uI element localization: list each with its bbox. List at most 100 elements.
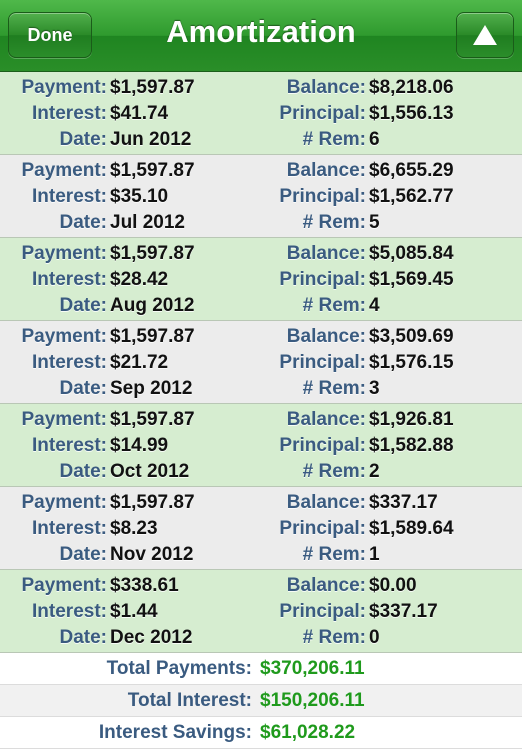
payment-value: $1,597.87 <box>110 243 195 264</box>
date-label: Date: <box>59 378 107 399</box>
balance-label: Balance: <box>286 326 366 347</box>
date-value: Dec 2012 <box>110 627 193 648</box>
payment-value: $338.61 <box>110 575 179 596</box>
balance-value: $3,509.69 <box>369 326 454 347</box>
total-row: Total Payments: $370,206.11 <box>0 653 522 685</box>
interest-value: $14.99 <box>110 435 169 456</box>
row-line: Date: Aug 2012 # Rem: 4 <box>0 293 522 319</box>
total-row: Total Interest: $150,206.11 <box>0 685 522 717</box>
payment-label: Payment: <box>21 575 107 596</box>
principal-value: $1,562.77 <box>369 186 454 207</box>
balance-value: $6,655.29 <box>369 160 454 181</box>
interest-label: Interest: <box>32 601 107 622</box>
row-line: Payment: $1,597.87 Balance: $6,655.29 <box>0 158 522 184</box>
totals-section: Total Payments: $370,206.11 Total Interest… <box>0 653 522 749</box>
done-button[interactable]: Done <box>8 12 92 58</box>
rem-label: # Rem: <box>302 212 366 233</box>
interest-value: $35.10 <box>110 186 169 207</box>
row-line: Payment: $1,597.87 Balance: $5,085.84 <box>0 241 522 267</box>
total-value: $150,206.11 <box>260 690 365 711</box>
date-label: Date: <box>59 544 107 565</box>
balance-value: $337.17 <box>369 492 438 513</box>
rem-label: # Rem: <box>302 378 366 399</box>
payment-value: $1,597.87 <box>110 77 195 98</box>
principal-value: $1,589.64 <box>369 518 454 539</box>
principal-label: Principal: <box>279 103 366 124</box>
date-value: Aug 2012 <box>110 295 195 316</box>
interest-value: $21.72 <box>110 352 169 373</box>
principal-value: $1,569.45 <box>369 269 454 290</box>
principal-label: Principal: <box>279 435 366 456</box>
list-item: Payment: $1,597.87 Balance: $8,218.06 Intere… <box>0 72 522 155</box>
date-label: Date: <box>59 461 107 482</box>
row-line: Payment: $1,597.87 Balance: $3,509.69 <box>0 324 522 350</box>
row-line: Date: Sep 2012 # Rem: 3 <box>0 376 522 402</box>
rem-value: 2 <box>369 461 380 482</box>
row-line: Payment: $338.61 Balance: $0.00 <box>0 573 522 599</box>
payment-label: Payment: <box>21 77 107 98</box>
scroll-up-button[interactable] <box>456 12 514 58</box>
rem-label: # Rem: <box>302 461 366 482</box>
balance-label: Balance: <box>286 575 366 596</box>
interest-label: Interest: <box>32 518 107 539</box>
row-line: Date: Oct 2012 # Rem: 2 <box>0 459 522 485</box>
balance-value: $5,085.84 <box>369 243 454 264</box>
payment-label: Payment: <box>21 326 107 347</box>
balance-value: $1,926.81 <box>369 409 454 430</box>
date-label: Date: <box>59 212 107 233</box>
amortization-list[interactable]: Payment: $1,597.87 Balance: $8,218.06 Intere… <box>0 72 522 653</box>
rem-label: # Rem: <box>302 295 366 316</box>
payment-label: Payment: <box>21 160 107 181</box>
row-line: Date: Dec 2012 # Rem: 0 <box>0 625 522 651</box>
triangle-up-icon <box>473 25 497 45</box>
principal-label: Principal: <box>279 352 366 373</box>
row-line: Interest: $8.23 Principal: $1,589.64 <box>0 516 522 542</box>
list-item: Payment: $1,597.87 Balance: $1,926.81 Intere… <box>0 404 522 487</box>
principal-value: $1,582.88 <box>369 435 454 456</box>
total-value: $61,028.22 <box>260 722 356 743</box>
list-item: Payment: $1,597.87 Balance: $3,509.69 Intere… <box>0 321 522 404</box>
payment-label: Payment: <box>21 492 107 513</box>
rem-label: # Rem: <box>302 627 366 648</box>
interest-label: Interest: <box>32 352 107 373</box>
balance-value: $8,218.06 <box>369 77 454 98</box>
principal-label: Principal: <box>279 269 366 290</box>
payment-value: $1,597.87 <box>110 492 195 513</box>
balance-label: Balance: <box>286 492 366 513</box>
rem-label: # Rem: <box>302 544 366 565</box>
page-title: Amortization <box>166 14 356 49</box>
rem-value: 6 <box>369 129 380 150</box>
date-label: Date: <box>59 627 107 648</box>
principal-label: Principal: <box>279 601 366 622</box>
balance-label: Balance: <box>286 409 366 430</box>
principal-label: Principal: <box>279 518 366 539</box>
total-label: Total Payments: <box>106 658 252 679</box>
principal-label: Principal: <box>279 186 366 207</box>
list-item: Payment: $1,597.87 Balance: $6,655.29 Intere… <box>0 155 522 238</box>
principal-value: $1,556.13 <box>369 103 454 124</box>
total-value: $370,206.11 <box>260 658 365 679</box>
interest-value: $8.23 <box>110 518 158 539</box>
list-item: Payment: $1,597.87 Balance: $337.17 Interest… <box>0 487 522 570</box>
row-line: Interest: $41.74 Principal: $1,556.13 <box>0 101 522 127</box>
row-line: Interest: $21.72 Principal: $1,576.15 <box>0 350 522 376</box>
row-line: Interest: $1.44 Principal: $337.17 <box>0 599 522 625</box>
balance-label: Balance: <box>286 77 366 98</box>
payment-value: $1,597.87 <box>110 326 195 347</box>
date-value: Jul 2012 <box>110 212 185 233</box>
interest-value: $1.44 <box>110 601 158 622</box>
date-label: Date: <box>59 129 107 150</box>
principal-value: $337.17 <box>369 601 438 622</box>
balance-label: Balance: <box>286 160 366 181</box>
navigation-bar: Done Amortization <box>0 0 522 72</box>
date-value: Jun 2012 <box>110 129 192 150</box>
row-line: Payment: $1,597.87 Balance: $337.17 <box>0 490 522 516</box>
list-item: Payment: $1,597.87 Balance: $5,085.84 Intere… <box>0 238 522 321</box>
row-line: Interest: $28.42 Principal: $1,569.45 <box>0 267 522 293</box>
interest-label: Interest: <box>32 435 107 456</box>
row-line: Payment: $1,597.87 Balance: $8,218.06 <box>0 75 522 101</box>
payment-value: $1,597.87 <box>110 409 195 430</box>
total-label: Total Interest: <box>127 690 252 711</box>
rem-value: 5 <box>369 212 380 233</box>
row-line: Date: Nov 2012 # Rem: 1 <box>0 542 522 568</box>
